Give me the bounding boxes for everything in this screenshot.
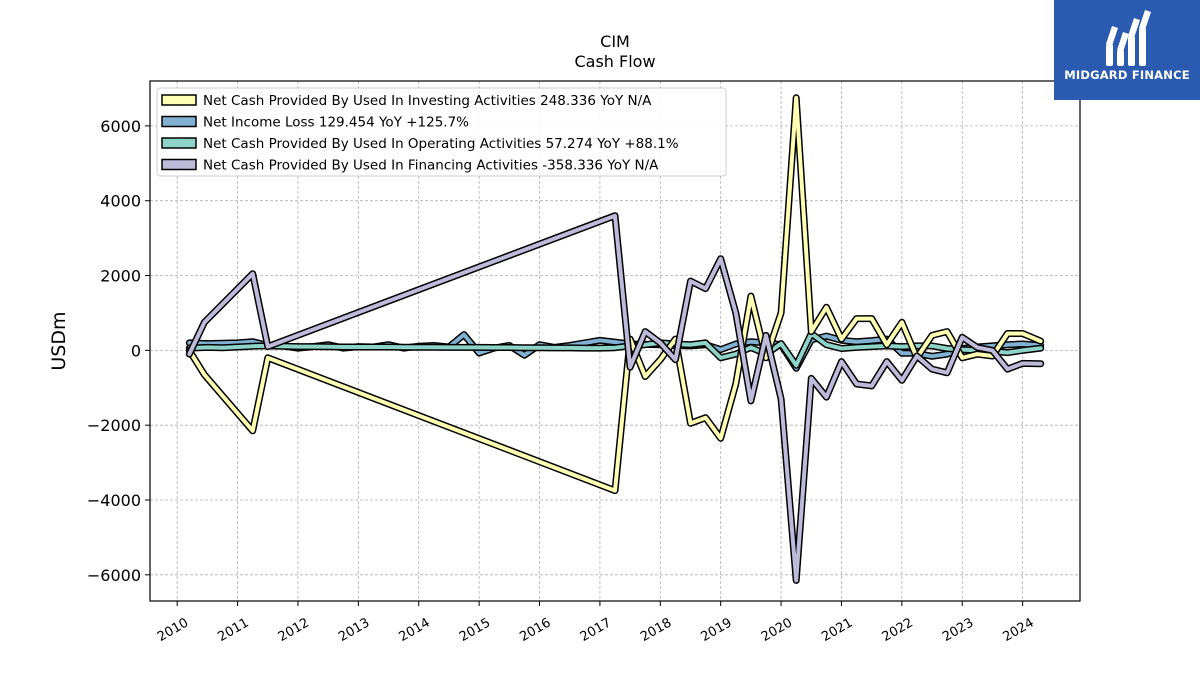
series-line-outline <box>185 212 1045 584</box>
x-tick-label: 2016 <box>517 615 553 645</box>
x-tick-label: 2011 <box>215 615 251 645</box>
chart-subtitle: Cash Flow <box>574 52 655 71</box>
x-tick-label: 2014 <box>397 615 433 645</box>
x-tick-label: 2012 <box>276 615 312 645</box>
x-tick-label: 2018 <box>638 615 674 645</box>
series-line-fill <box>187 331 1043 368</box>
y-tick-label: 0 <box>131 341 141 360</box>
x-tick-label: 2024 <box>1000 615 1036 645</box>
legend-swatch <box>161 94 197 106</box>
series-line <box>185 330 1045 369</box>
y-tick-label: 4000 <box>100 192 141 211</box>
plot-frame <box>149 80 1081 602</box>
y-tick-label: 6000 <box>100 117 141 136</box>
y-tick-label: 2000 <box>100 267 141 286</box>
legend-swatch <box>161 115 197 128</box>
y-tick-label: −2000 <box>87 416 141 435</box>
logo-text: MIDGARD FINANCE <box>1064 68 1190 82</box>
x-axis-ticks: 2010 2011 2012 2013 2014 2015 2016 2017 2018 2019… <box>155 601 1037 645</box>
x-tick-label: 2019 <box>699 615 735 645</box>
x-tick-label: 2022 <box>880 615 916 645</box>
x-tick-label: 2017 <box>578 615 614 645</box>
chart-title: CIM <box>600 32 630 51</box>
x-tick-label: 2010 <box>155 615 191 645</box>
chart-legend: Net Cash Provided By Used In Investing A… <box>156 87 727 177</box>
y-axis-ticks: −6000 −4000 −2000 0 2000 4000 6000 <box>87 117 150 585</box>
x-tick-label: 2021 <box>819 615 855 645</box>
legend-entry-label: Net Income Loss 129.454 YoY +125.7% <box>203 115 469 131</box>
series-line <box>185 212 1045 584</box>
legend-entry-label: Net Cash Provided By Used In Investing A… <box>203 93 652 109</box>
series-line-fill <box>187 213 1043 583</box>
legend-entry-label: Net Cash Provided By Used In Financing A… <box>203 158 659 174</box>
legend-swatch <box>161 137 197 149</box>
midgard-logo-mark-icon <box>1106 10 1151 66</box>
y-axis-label: USDm <box>48 311 70 370</box>
y-tick-label: −6000 <box>87 566 141 585</box>
x-tick-label: 2020 <box>759 615 795 645</box>
x-tick-label: 2013 <box>336 615 372 645</box>
chart-series <box>185 94 1045 584</box>
y-tick-label: −4000 <box>87 491 141 510</box>
x-tick-label: 2015 <box>457 615 493 645</box>
legend-swatch <box>161 158 197 171</box>
legend-box <box>156 87 727 177</box>
legend-entry-label: Net Cash Provided By Used In Operating A… <box>203 136 679 152</box>
x-tick-label: 2023 <box>940 615 976 645</box>
midgard-finance-logo: MIDGARD FINANCE <box>1054 0 1200 100</box>
